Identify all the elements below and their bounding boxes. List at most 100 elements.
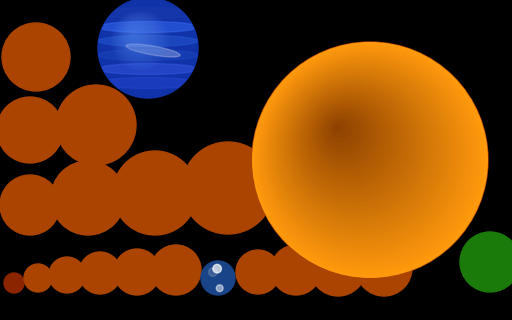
Circle shape bbox=[8, 108, 44, 144]
Circle shape bbox=[53, 261, 77, 285]
Circle shape bbox=[28, 268, 45, 285]
Circle shape bbox=[32, 272, 37, 277]
Circle shape bbox=[4, 179, 52, 227]
Circle shape bbox=[136, 174, 157, 195]
Circle shape bbox=[33, 273, 35, 276]
Circle shape bbox=[129, 167, 169, 207]
Circle shape bbox=[277, 251, 311, 284]
Circle shape bbox=[3, 178, 55, 230]
Circle shape bbox=[363, 247, 399, 284]
Circle shape bbox=[76, 105, 100, 129]
Circle shape bbox=[246, 260, 263, 277]
Circle shape bbox=[66, 95, 118, 147]
Circle shape bbox=[61, 90, 127, 156]
Circle shape bbox=[118, 156, 189, 227]
Circle shape bbox=[9, 184, 44, 219]
Circle shape bbox=[69, 179, 93, 203]
Circle shape bbox=[292, 82, 416, 206]
Ellipse shape bbox=[98, 63, 198, 75]
Circle shape bbox=[273, 247, 317, 291]
Circle shape bbox=[84, 113, 86, 115]
Circle shape bbox=[122, 160, 181, 219]
Circle shape bbox=[55, 263, 75, 283]
Circle shape bbox=[158, 252, 189, 283]
Circle shape bbox=[9, 278, 16, 285]
Circle shape bbox=[63, 92, 123, 152]
Circle shape bbox=[358, 242, 409, 292]
Circle shape bbox=[4, 273, 24, 293]
Circle shape bbox=[60, 89, 129, 157]
Circle shape bbox=[375, 259, 378, 262]
Circle shape bbox=[24, 264, 52, 292]
Circle shape bbox=[6, 180, 50, 225]
Circle shape bbox=[117, 252, 154, 289]
Circle shape bbox=[467, 239, 509, 281]
Circle shape bbox=[464, 236, 512, 284]
Circle shape bbox=[30, 270, 41, 281]
Circle shape bbox=[329, 259, 332, 262]
Circle shape bbox=[55, 165, 118, 228]
Circle shape bbox=[82, 111, 90, 119]
Circle shape bbox=[1, 100, 57, 157]
Circle shape bbox=[80, 109, 93, 122]
Circle shape bbox=[165, 260, 176, 269]
Circle shape bbox=[93, 266, 97, 270]
Circle shape bbox=[6, 106, 47, 147]
Circle shape bbox=[217, 276, 225, 284]
Circle shape bbox=[316, 246, 354, 284]
Circle shape bbox=[66, 176, 99, 209]
Circle shape bbox=[19, 194, 27, 201]
Circle shape bbox=[20, 41, 37, 58]
Circle shape bbox=[318, 249, 351, 281]
Circle shape bbox=[194, 154, 253, 213]
Circle shape bbox=[7, 276, 18, 288]
Circle shape bbox=[26, 266, 49, 289]
Circle shape bbox=[14, 35, 49, 70]
Circle shape bbox=[140, 178, 148, 187]
Circle shape bbox=[319, 250, 349, 279]
Circle shape bbox=[22, 43, 34, 55]
Circle shape bbox=[65, 175, 100, 210]
Circle shape bbox=[7, 28, 61, 82]
Circle shape bbox=[324, 254, 341, 271]
Circle shape bbox=[19, 120, 23, 123]
Circle shape bbox=[72, 101, 108, 137]
Circle shape bbox=[50, 258, 83, 291]
Circle shape bbox=[118, 253, 154, 288]
Circle shape bbox=[261, 51, 473, 263]
Circle shape bbox=[54, 262, 75, 283]
Circle shape bbox=[5, 105, 49, 149]
Circle shape bbox=[12, 112, 35, 136]
Circle shape bbox=[126, 164, 173, 211]
Circle shape bbox=[191, 151, 258, 218]
Circle shape bbox=[198, 158, 246, 206]
Circle shape bbox=[211, 270, 220, 279]
Circle shape bbox=[273, 63, 450, 240]
Circle shape bbox=[242, 256, 270, 284]
Circle shape bbox=[119, 253, 152, 287]
Circle shape bbox=[113, 151, 197, 235]
Circle shape bbox=[368, 252, 391, 276]
Circle shape bbox=[157, 251, 190, 284]
Circle shape bbox=[476, 248, 494, 266]
Circle shape bbox=[251, 266, 252, 267]
Circle shape bbox=[52, 260, 79, 287]
Circle shape bbox=[279, 253, 307, 281]
Circle shape bbox=[157, 251, 190, 284]
Circle shape bbox=[243, 257, 267, 281]
Circle shape bbox=[284, 74, 431, 221]
Circle shape bbox=[59, 169, 111, 221]
Circle shape bbox=[184, 145, 270, 229]
Circle shape bbox=[236, 250, 280, 294]
Circle shape bbox=[252, 42, 488, 278]
Circle shape bbox=[138, 176, 153, 191]
Circle shape bbox=[269, 59, 458, 248]
Circle shape bbox=[9, 278, 15, 284]
Circle shape bbox=[86, 259, 108, 281]
Circle shape bbox=[0, 98, 62, 162]
Circle shape bbox=[271, 61, 454, 244]
Circle shape bbox=[11, 186, 40, 215]
Circle shape bbox=[372, 256, 384, 268]
Circle shape bbox=[373, 257, 382, 267]
Circle shape bbox=[251, 265, 253, 267]
